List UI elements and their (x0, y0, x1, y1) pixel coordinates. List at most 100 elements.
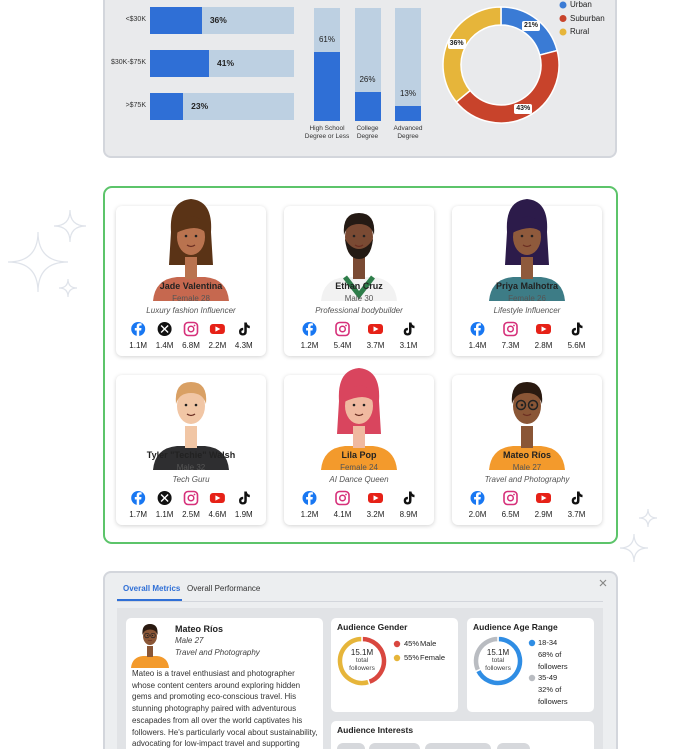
avatar-mouth (147, 639, 153, 642)
legend-dot (559, 28, 567, 36)
icon-glyph (541, 495, 547, 501)
avatar-eye (151, 634, 154, 637)
icon-glyph (506, 494, 515, 502)
influencer-gender-age: Female 24 (340, 463, 378, 472)
bar (395, 106, 421, 121)
metric-title: Audience Gender (337, 622, 408, 632)
follower-count: 6.5M (501, 510, 520, 519)
legend-dot (559, 1, 567, 9)
avatar-eye (530, 234, 534, 238)
avatar-mouth (522, 244, 532, 248)
avatar (153, 199, 229, 301)
legend-dot (393, 654, 401, 662)
bar-track (395, 8, 421, 121)
avatar-neck (147, 646, 153, 657)
bar (354, 91, 381, 121)
facebook-icon (131, 491, 146, 505)
avatar (131, 624, 169, 668)
avatar-glasses (527, 399, 539, 411)
icon-glyph (571, 322, 583, 336)
icon-glyph (403, 491, 415, 505)
facebook-icon (470, 491, 485, 505)
tiktok-icon (571, 322, 583, 336)
avatar-neck (521, 257, 533, 279)
sparkle (58, 278, 78, 298)
tab-divider (117, 601, 603, 602)
avatar-hair (343, 213, 375, 235)
youtube-icon (209, 324, 225, 334)
donut-slice (442, 6, 502, 104)
total-value: 15.1M (350, 648, 374, 657)
avatar-head (143, 627, 157, 645)
tiktok-icon (403, 322, 415, 336)
icon-glyph (338, 494, 347, 502)
icon-glyph (403, 322, 415, 336)
icon-glyph (134, 323, 142, 336)
bar (150, 93, 184, 120)
instagram-icon (335, 321, 350, 337)
legend-label: 18-34 (538, 638, 558, 647)
icon-glyph (373, 326, 379, 332)
icon-glyph (215, 495, 221, 501)
icon-glyph (506, 325, 515, 333)
x-icon (157, 491, 172, 505)
legend-value: 32% of followers (538, 685, 568, 706)
avatar-mouth (354, 413, 364, 417)
instagram-icon (183, 321, 199, 337)
avatar-mouth (186, 244, 196, 248)
youtube-icon (368, 324, 383, 334)
follower-count: 3.1M (399, 341, 418, 350)
follower-count: 3.2M (366, 510, 385, 519)
x-icon (157, 322, 172, 336)
follower-count: 1.2M (300, 510, 319, 519)
follower-count: 4.1M (333, 510, 352, 519)
avatar (489, 199, 565, 301)
donut-slice (336, 635, 371, 687)
icon-glyph (338, 325, 347, 333)
follower-count: 8.9M (399, 510, 418, 519)
follower-count: 6.8M (182, 341, 200, 350)
influencer-gender-age: Female 28 (172, 294, 210, 303)
follower-count: 2.0M (468, 510, 487, 519)
influencer-gender-age: Male 30 (344, 294, 374, 303)
avatar-body (153, 277, 229, 301)
avatar-body (321, 446, 397, 470)
avatar-neck (353, 426, 365, 448)
icon-glyph (373, 495, 379, 501)
tiktok-icon (239, 322, 250, 336)
tiktok-icon (239, 491, 250, 505)
value-label: 36% (209, 15, 227, 25)
interest-pill (369, 743, 420, 749)
influencer-name: Priya Malhotra (495, 281, 559, 291)
avatar-body (321, 277, 397, 301)
bar (150, 7, 202, 34)
category-label: College Degree (356, 125, 379, 140)
avatar-neck (521, 426, 533, 448)
sparkle (7, 231, 69, 293)
follower-count: 4.3M (234, 341, 253, 350)
follower-count: 1.2M (300, 341, 319, 350)
icon-dot (193, 324, 196, 327)
avatar-head (513, 388, 541, 424)
avatar-fringe (344, 385, 374, 402)
facebook-icon (470, 322, 485, 336)
avatar-eye (520, 403, 524, 407)
avatar (489, 382, 565, 470)
icon-bg (335, 490, 350, 506)
legend-label: Urban (570, 0, 592, 9)
icon-glyph (541, 326, 547, 332)
icon-dot (513, 324, 515, 327)
bar (314, 52, 340, 121)
icon-bg (183, 321, 199, 337)
avatar-eye (194, 234, 198, 238)
avatar-eye (362, 234, 366, 238)
influencer-role: Lifestyle Influencer (493, 306, 561, 315)
icon-glyph (187, 494, 195, 502)
instagram-icon (503, 490, 518, 506)
icon-dot (513, 493, 515, 496)
facebook-icon (302, 322, 317, 336)
avatar (321, 213, 397, 301)
slice-label: 21% (522, 21, 541, 32)
